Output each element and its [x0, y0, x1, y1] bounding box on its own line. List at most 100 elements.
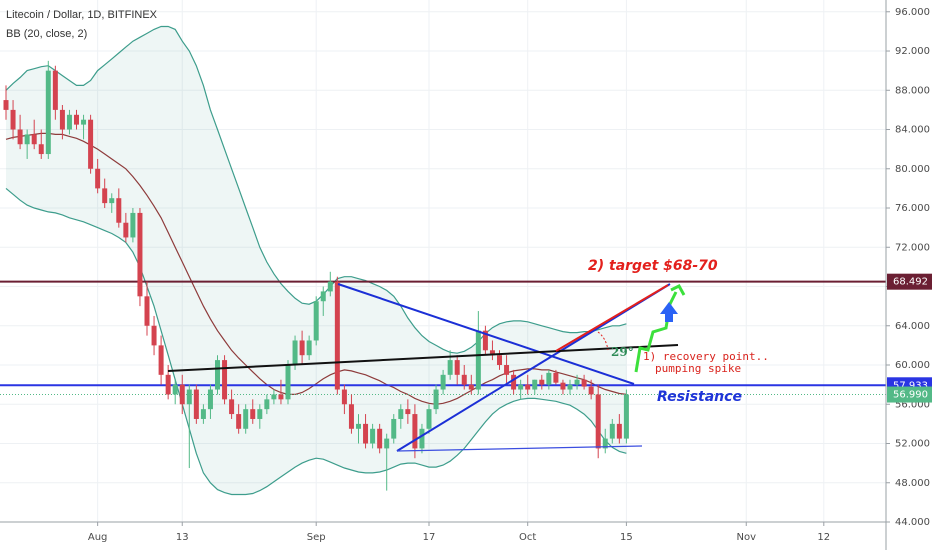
- y-tick-label: 52.000: [895, 439, 930, 450]
- candle-body: [595, 394, 601, 449]
- candle-body: [158, 345, 164, 375]
- candle-body: [151, 325, 157, 346]
- candle-body: [320, 291, 326, 302]
- recovery-annotation: pumping spike: [655, 362, 741, 375]
- candle-body: [236, 414, 242, 429]
- x-tick-label: Nov: [736, 532, 756, 543]
- candle-body: [172, 384, 178, 395]
- y-tick-label: 80.000: [895, 164, 930, 175]
- candle-body: [454, 360, 460, 375]
- candle-body: [186, 389, 192, 405]
- candle-body: [560, 382, 566, 390]
- candle-body: [440, 374, 446, 390]
- candle-body: [278, 394, 284, 400]
- trend-line: [167, 344, 679, 372]
- y-tick-label: 76.000: [895, 203, 930, 214]
- candle-body: [363, 423, 369, 444]
- candle-body: [532, 379, 538, 390]
- candle-body: [3, 100, 9, 110]
- candle-body: [215, 360, 220, 390]
- candle-body: [511, 374, 517, 390]
- price-level-box: [887, 273, 932, 290]
- trend-line: [337, 283, 635, 385]
- candle-body: [447, 360, 453, 375]
- chart-title: Litecoin / Dollar, 1D, BITFINEX: [6, 9, 158, 21]
- candle-body: [222, 360, 228, 400]
- candle-body: [144, 296, 150, 326]
- candle-body: [74, 114, 79, 125]
- x-tick-label: 15: [620, 532, 633, 543]
- target-annotation: 2) target $68-70: [588, 258, 718, 274]
- candle-body: [567, 384, 573, 390]
- plot-area: [0, 25, 886, 496]
- candle-body: [179, 384, 185, 405]
- candle-body: [88, 119, 94, 169]
- candle-body: [38, 144, 44, 155]
- candle-body: [405, 409, 411, 415]
- axis-background: [0, 522, 886, 550]
- y-tick-label: 48.000: [895, 478, 930, 489]
- candle-body: [306, 340, 312, 356]
- candle-body: [384, 438, 390, 449]
- band-basis: [5, 132, 627, 405]
- candle-body: [81, 119, 87, 125]
- candle-body: [271, 394, 277, 400]
- candle-body: [426, 409, 432, 429]
- x-tick-label: 13: [176, 532, 189, 543]
- y-tick-label: 88.000: [895, 85, 930, 96]
- candle-body: [482, 330, 488, 351]
- candle-body: [109, 198, 115, 204]
- annotations: 2) target $68-70 29° 1) recovery point..…: [167, 258, 769, 452]
- candle-body: [504, 365, 510, 375]
- candle-body: [292, 340, 298, 366]
- x-tick-label: Sep: [307, 532, 326, 543]
- green-arrowhead: [670, 284, 686, 296]
- candle-body: [391, 418, 397, 439]
- candle-body: [433, 389, 439, 410]
- candle-body: [609, 423, 615, 439]
- candle-body: [313, 301, 319, 341]
- y-tick-label: 64.000: [895, 321, 930, 332]
- y-tick-label: 96.000: [895, 7, 930, 18]
- candle-body: [66, 114, 72, 130]
- candle-body: [539, 379, 545, 385]
- candle-body: [45, 70, 51, 155]
- candle-body: [581, 379, 587, 387]
- blue-arrow: [660, 302, 678, 322]
- candle-body: [257, 409, 263, 419]
- x-tick-label: Aug: [88, 532, 108, 543]
- candle-body: [31, 134, 37, 145]
- candle-body: [370, 428, 376, 444]
- angle-annotation: 29°: [611, 345, 634, 359]
- candle-body: [588, 386, 594, 395]
- recovery-annotation: 1) recovery point..: [643, 350, 769, 363]
- candle-body: [327, 281, 333, 292]
- candle-body: [264, 399, 270, 410]
- candle-body: [546, 372, 552, 385]
- candle-body: [200, 409, 206, 419]
- candle-body: [17, 129, 23, 145]
- y-tick-label: 44.000: [895, 517, 930, 528]
- last-price-box: [887, 386, 932, 403]
- y-tick-label: 60.000: [895, 360, 930, 371]
- candle-body: [623, 394, 629, 439]
- y-tick-label: 84.000: [895, 125, 930, 136]
- last-price-label: 56.990: [893, 390, 928, 401]
- candle-body: [52, 70, 58, 110]
- candle-body: [518, 384, 524, 390]
- candle-body: [348, 404, 354, 429]
- price-level-label: 68.492: [893, 277, 928, 288]
- candle-body: [299, 340, 305, 356]
- y-tick-label: 56.000: [895, 399, 930, 410]
- candle-body: [398, 409, 404, 419]
- x-tick-label: Oct: [519, 532, 536, 543]
- candle-body: [525, 384, 531, 390]
- y-tick-label: 92.000: [895, 46, 930, 57]
- candle-body: [412, 414, 418, 449]
- band-lower: [5, 187, 627, 496]
- candle-body: [475, 330, 481, 390]
- candle-body: [137, 212, 143, 297]
